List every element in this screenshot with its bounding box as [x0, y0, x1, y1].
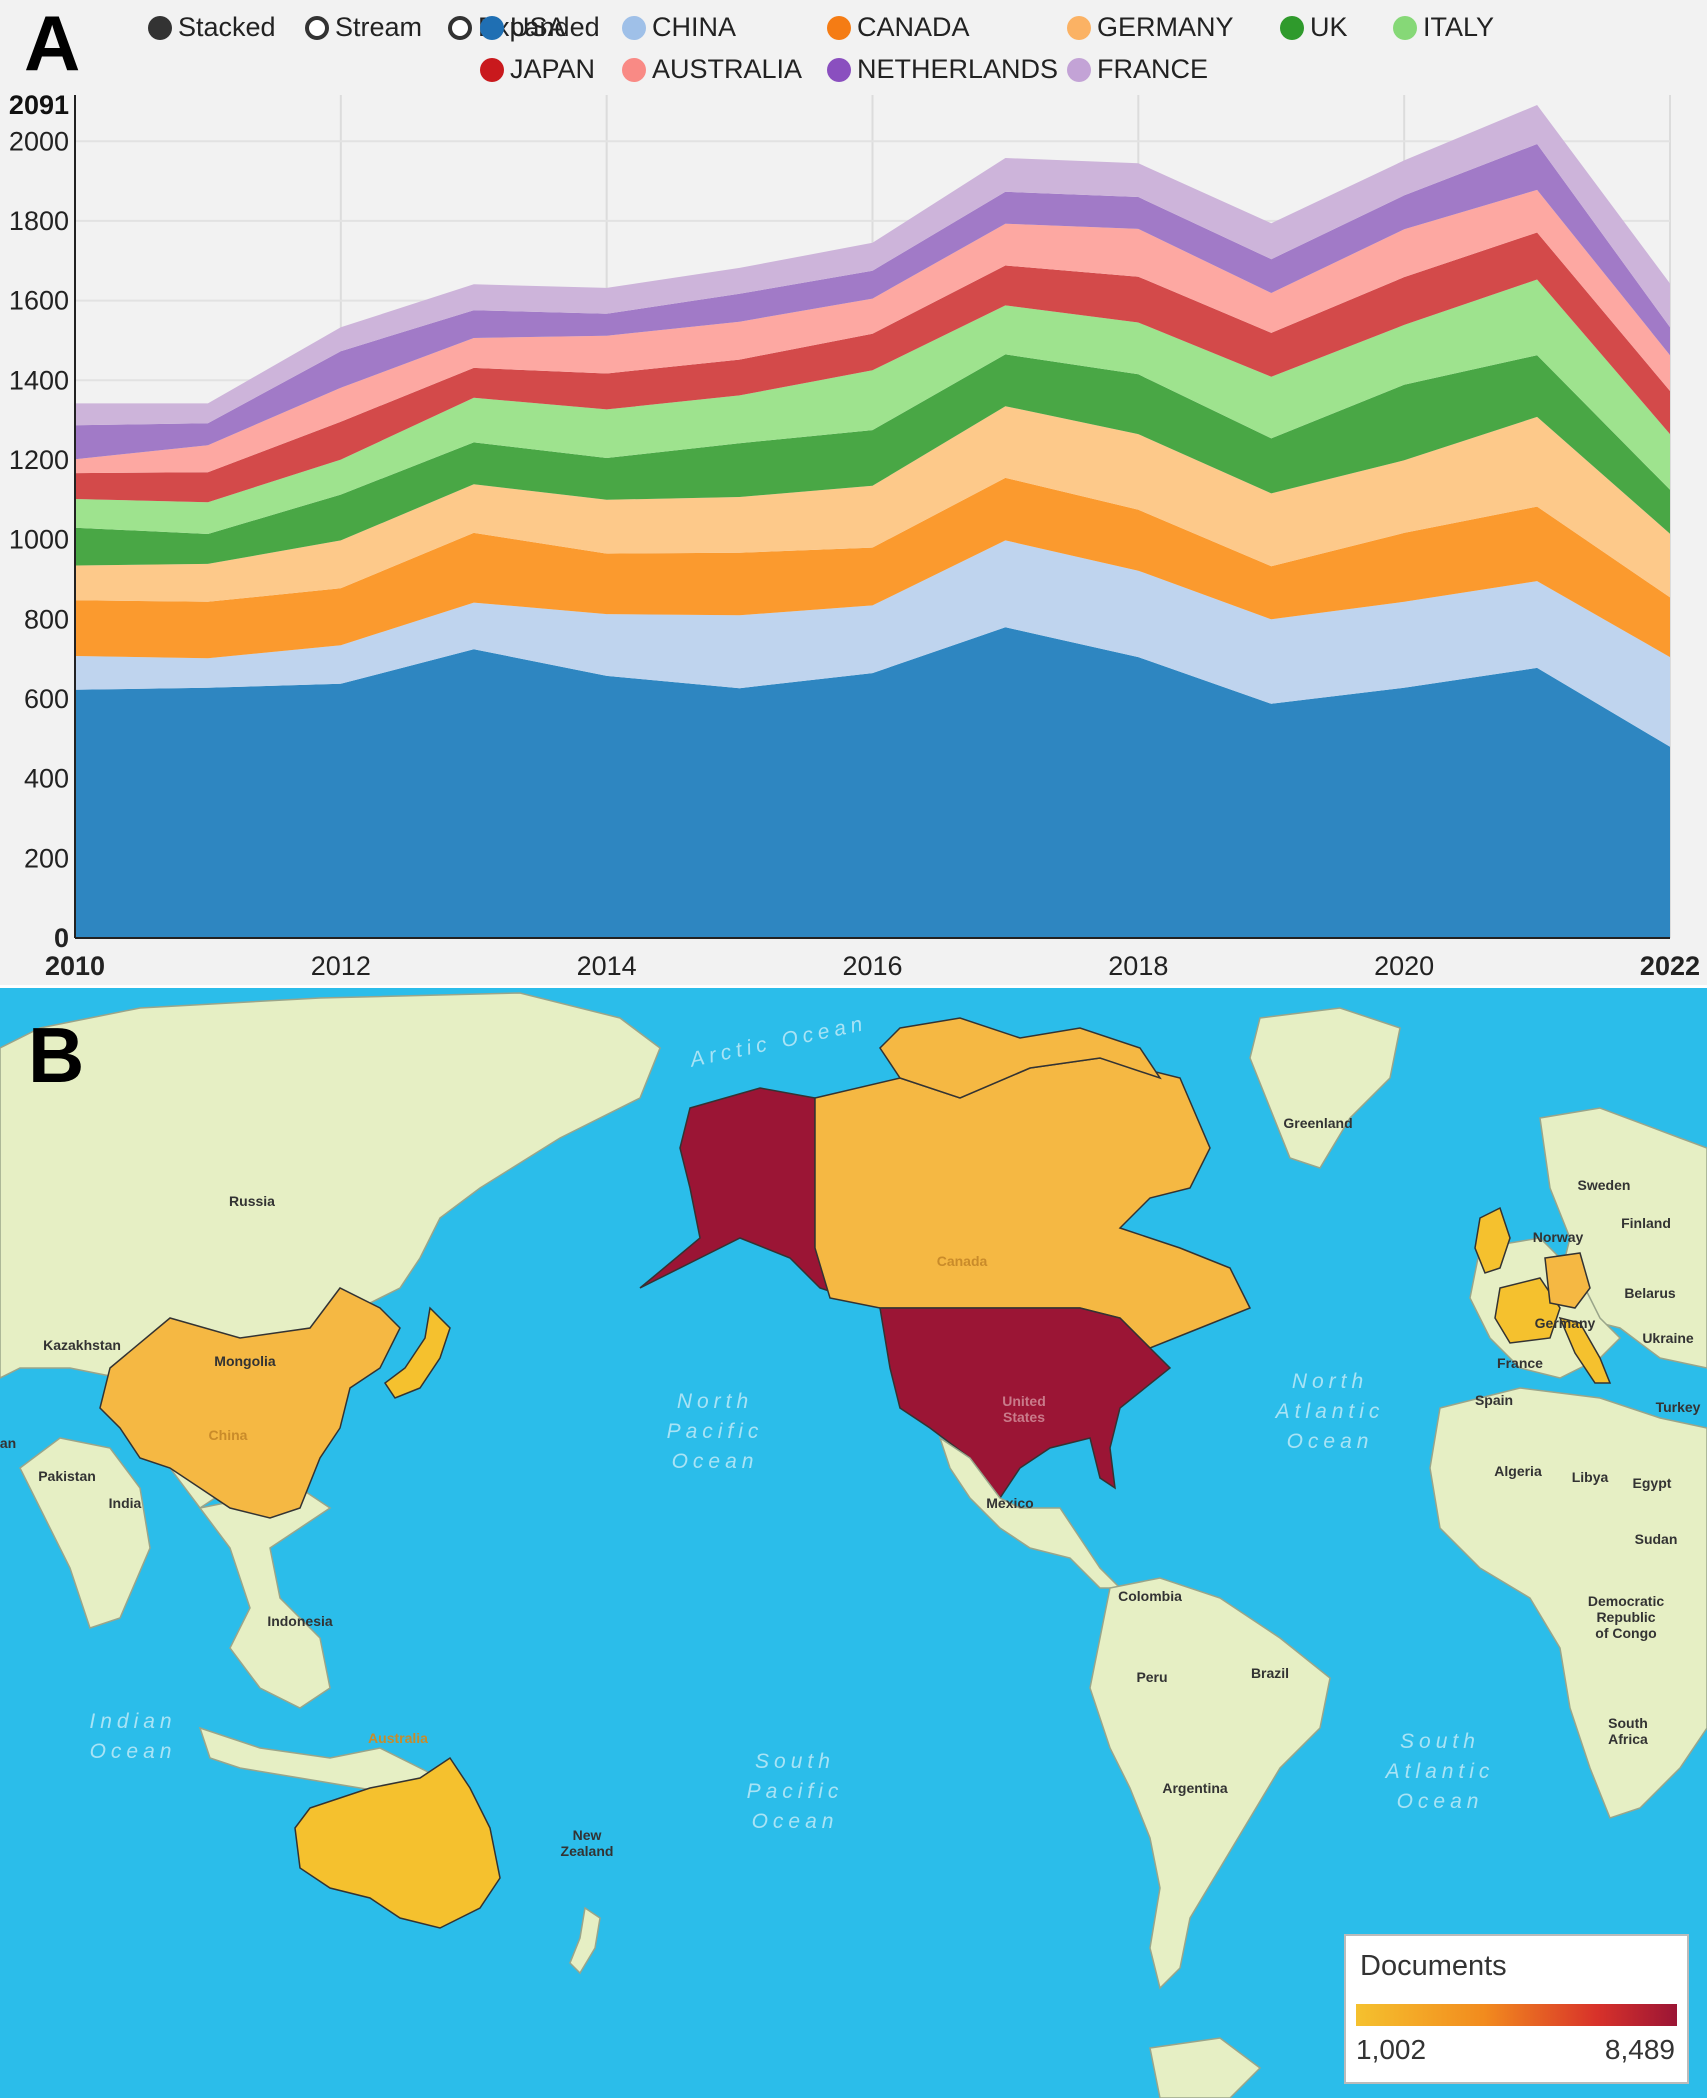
legend-label: GERMANY	[1097, 12, 1234, 42]
y-tick-label: 600	[24, 684, 69, 714]
country-italy	[1558, 1316, 1612, 1384]
mode-stacked-toggle[interactable]: Stacked	[148, 12, 276, 43]
y-tick-label: 2000	[9, 126, 69, 156]
country-france	[1494, 1277, 1561, 1344]
land-africa	[1429, 1387, 1707, 1819]
country-new-zealand	[569, 1906, 601, 1975]
y-tick-label: 1200	[9, 445, 69, 475]
area-uk	[75, 354, 1670, 566]
legend-swatch-icon	[1393, 15, 1417, 40]
area-japan	[75, 232, 1670, 503]
land-greenland	[1249, 1007, 1401, 1169]
x-tick-label: 2020	[1374, 951, 1434, 981]
legend-swatch-icon	[480, 57, 504, 82]
legend-swatch-icon	[827, 15, 851, 40]
legend-item-italy[interactable]: ITALY	[1393, 12, 1494, 43]
land-india	[19, 1437, 151, 1629]
scale-min-value: 1,002	[1356, 2034, 1427, 2065]
scale-gradient-bar	[1356, 2004, 1677, 2026]
legend-item-canada[interactable]: CANADA	[827, 12, 970, 43]
y-tick-label: 200	[24, 843, 69, 873]
legend-swatch-icon	[622, 57, 646, 82]
y-max-label: 2091	[9, 90, 69, 120]
radio-unselected-icon	[448, 15, 472, 40]
radio-selected-icon	[148, 15, 172, 40]
y-tick-label: 800	[24, 604, 69, 634]
legend-label: UK	[1310, 12, 1348, 42]
area-netherlands	[75, 144, 1670, 460]
legend-item-france[interactable]: FRANCE	[1067, 54, 1208, 85]
legend-item-australia[interactable]: AUSTRALIA	[622, 54, 802, 85]
y-tick-label: 1800	[9, 206, 69, 236]
panel-a-chart: A Stacked Stream Expanded USA CHINA CANADA…	[0, 0, 1707, 985]
country-china	[99, 1287, 401, 1519]
legend-label: CANADA	[857, 12, 970, 42]
x-tick-label: 2014	[577, 951, 637, 981]
mode-stacked-label: Stacked	[178, 12, 276, 42]
mode-stream-label: Stream	[335, 12, 423, 42]
y-tick-label: 400	[24, 764, 69, 794]
panel-b-letter: B	[28, 1011, 85, 1099]
country-canada	[814, 1057, 1252, 1349]
country-germany	[1544, 1252, 1591, 1309]
legend-swatch-icon	[1280, 15, 1304, 40]
panel-b-map: B Russia Kazakhstan Mongolia China Pakistan I…	[0, 988, 1707, 2098]
world-map	[0, 992, 1707, 2098]
x-tick-label: 2016	[842, 951, 902, 981]
panel-a-letter: A	[24, 0, 81, 87]
legend-swatch-icon	[1067, 57, 1091, 82]
land-southeast-asia	[198, 1487, 332, 1709]
chart-legend: Stacked Stream Expanded USA CHINA CANADA GE…	[140, 10, 1700, 90]
country-united-states	[879, 1307, 1172, 1500]
area-usa	[75, 627, 1670, 938]
country-australia	[294, 1756, 501, 1929]
area-china	[75, 540, 1670, 747]
legend-label: CHINA	[652, 12, 737, 42]
legend-label: AUSTRALIA	[652, 54, 803, 84]
x-tick-label: 2022	[1640, 951, 1700, 981]
y-tick-label: 0	[54, 923, 69, 953]
area-france	[75, 105, 1670, 426]
y-tick-label: 1600	[9, 286, 69, 316]
legend-swatch-icon	[1067, 15, 1091, 40]
legend-item-usa[interactable]: USA	[480, 12, 566, 43]
legend-item-germany[interactable]: GERMANY	[1067, 12, 1234, 43]
land-south-america	[1089, 1577, 1331, 1990]
legend-swatch-icon	[480, 15, 504, 40]
legend-item-japan[interactable]: JAPAN	[480, 54, 595, 85]
country-uk	[1474, 1206, 1511, 1274]
area-italy	[75, 279, 1670, 534]
legend-swatch-icon	[622, 15, 646, 40]
legend-label: ITALY	[1423, 12, 1495, 42]
mode-stream-toggle[interactable]: Stream	[305, 12, 422, 43]
legend-item-china[interactable]: CHINA	[622, 12, 736, 43]
legend-item-netherlands[interactable]: NETHERLANDS	[827, 54, 1058, 85]
land-canada-arctic	[879, 1017, 1162, 1099]
stacked-area-chart: 0 200 400 600 800 1000 1200 1400 1600 1800 2000 209…	[9, 90, 1700, 981]
x-tick-label: 2010	[45, 951, 105, 981]
radio-unselected-icon	[305, 15, 329, 40]
scale-max-value: 8,489	[1604, 2034, 1675, 2065]
documents-color-scale: Documents 1,002 8,489	[1344, 1934, 1689, 2084]
scale-title: Documents	[1360, 1950, 1507, 1982]
y-tick-label: 1000	[9, 525, 69, 555]
legend-swatch-icon	[827, 57, 851, 82]
legend-label: USA	[510, 12, 566, 42]
x-tick-label: 2018	[1108, 951, 1168, 981]
legend-label: JAPAN	[510, 54, 596, 84]
land-antarctica-tip	[1149, 2037, 1262, 2098]
area-canada	[75, 477, 1670, 659]
y-tick-label: 1400	[9, 365, 69, 395]
area-germany	[75, 406, 1670, 602]
country-japan	[383, 1306, 451, 1399]
area-australia	[75, 189, 1670, 474]
legend-label: NETHERLANDS	[857, 54, 1059, 84]
x-tick-label: 2012	[311, 951, 371, 981]
legend-item-uk[interactable]: UK	[1280, 12, 1348, 43]
legend-label: FRANCE	[1097, 54, 1209, 84]
